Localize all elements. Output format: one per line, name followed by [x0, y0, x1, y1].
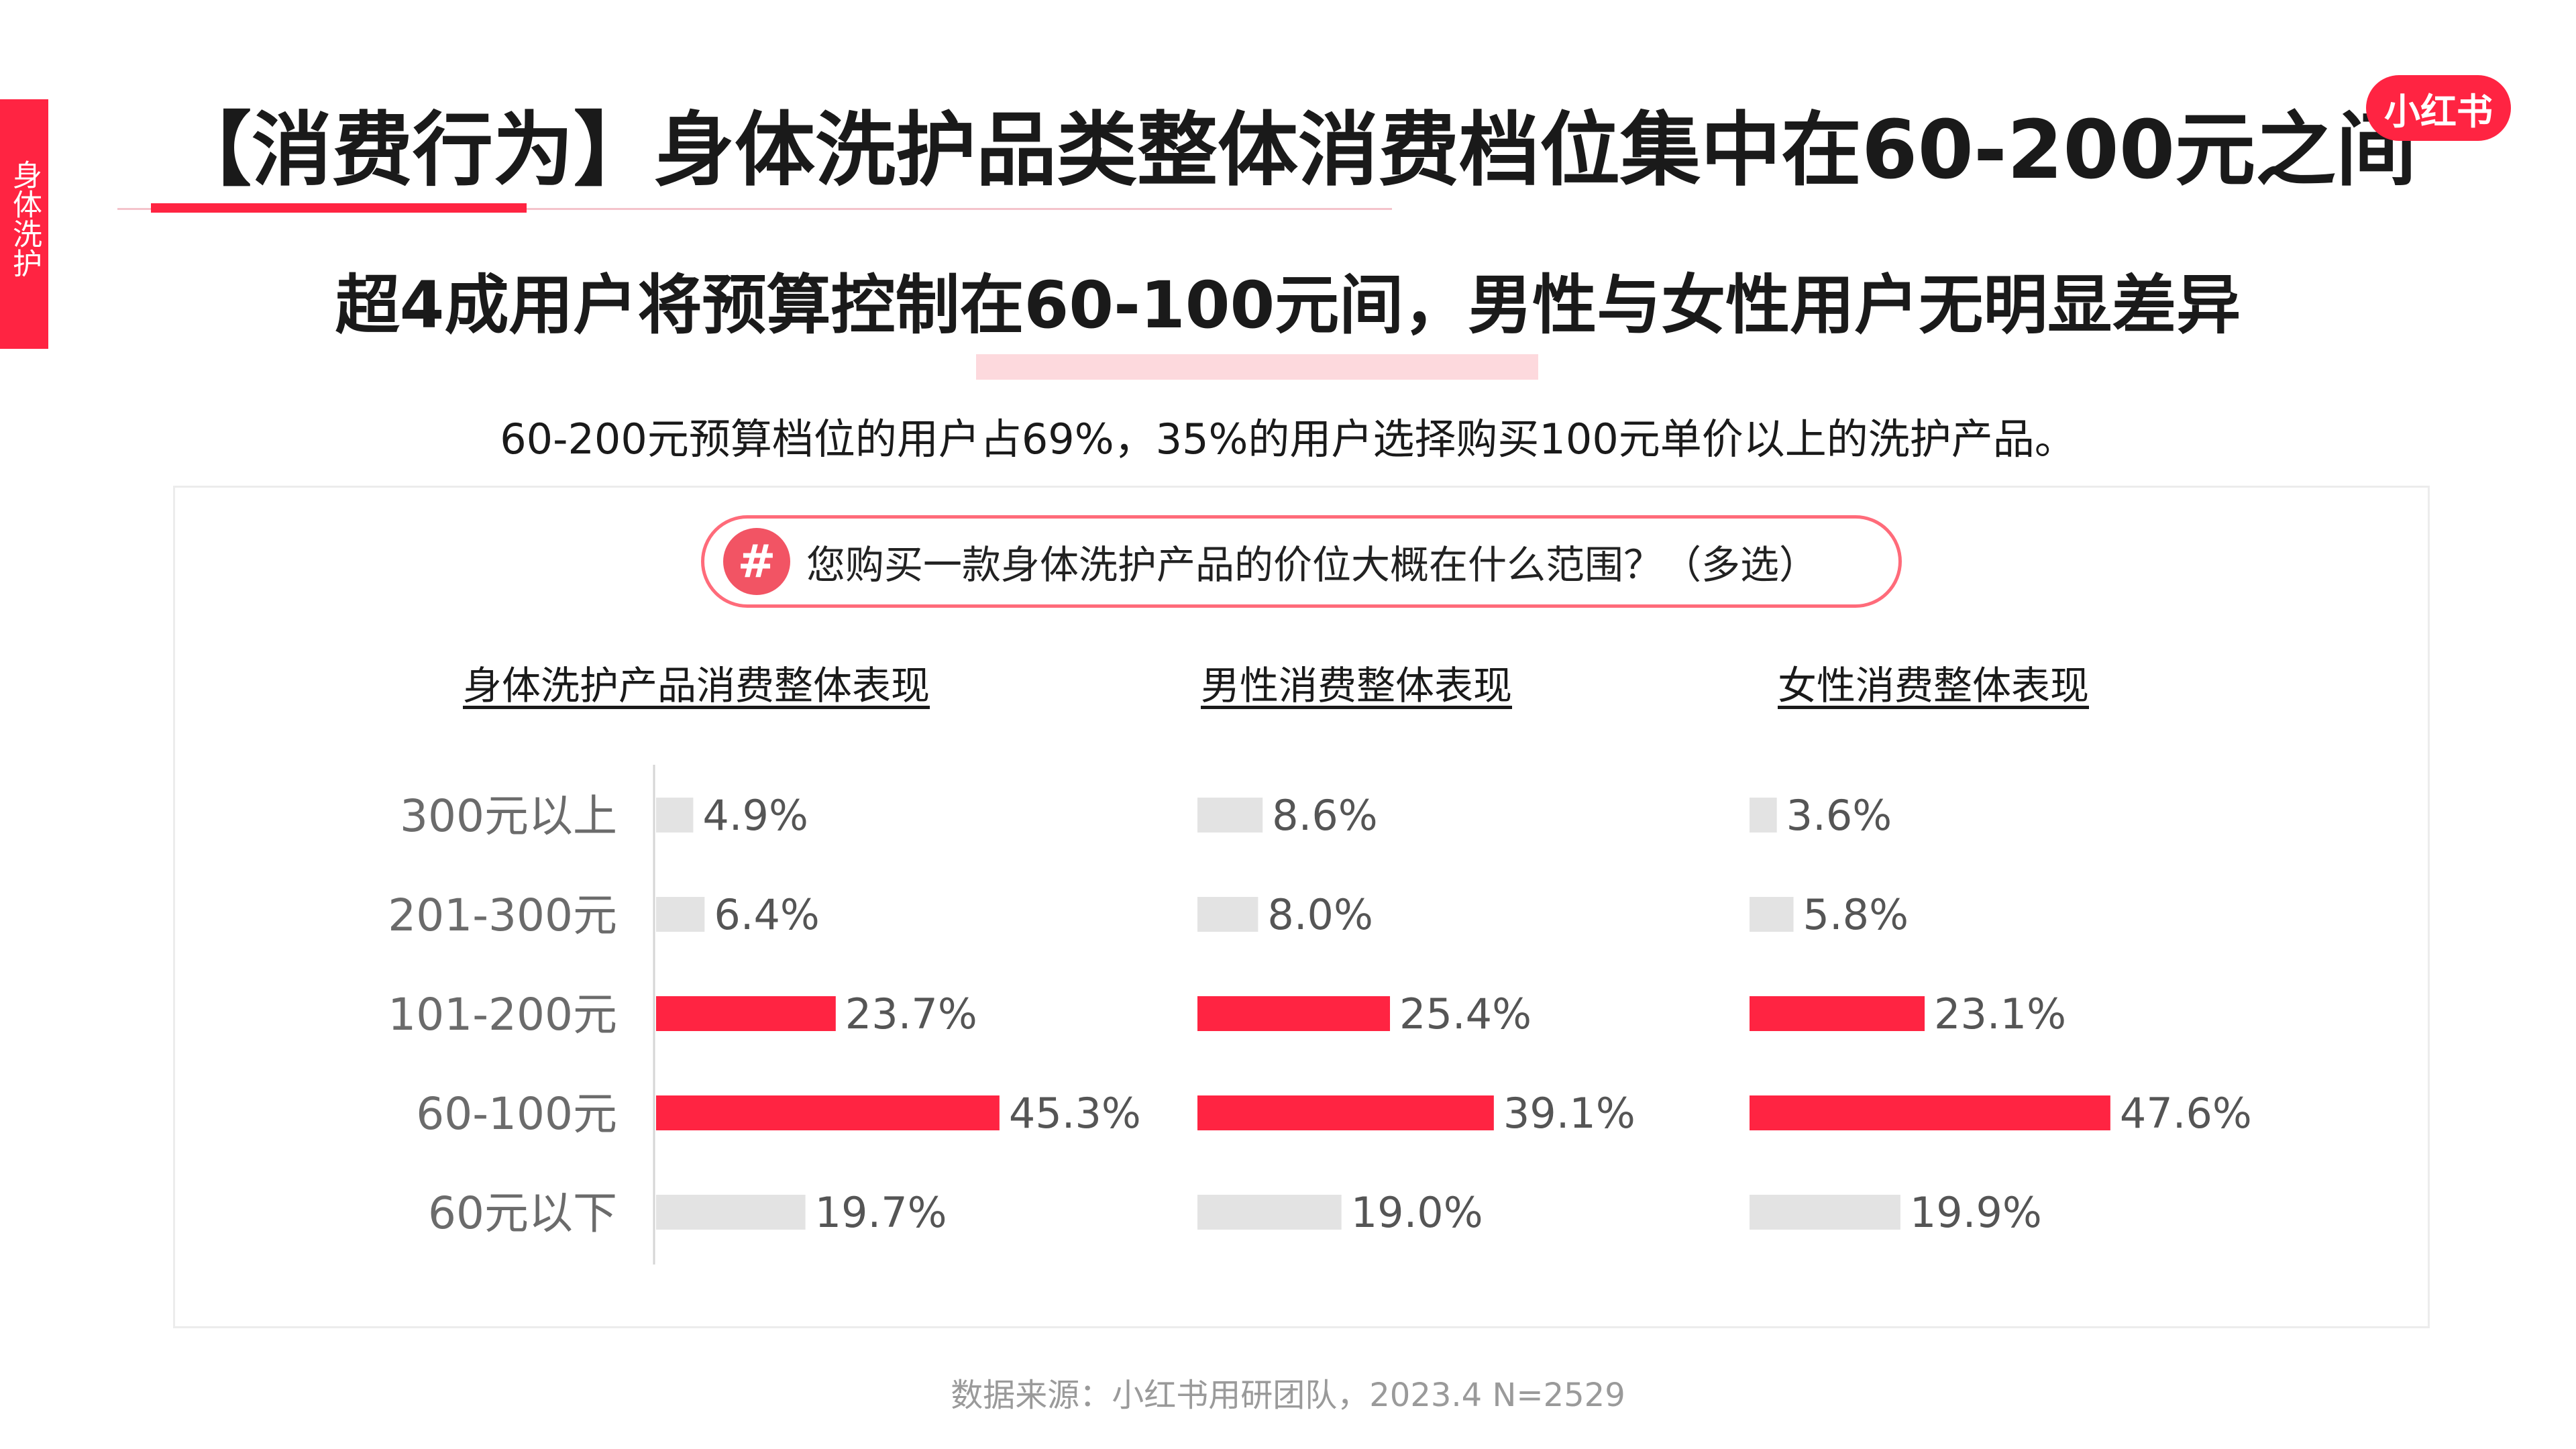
chart-panel [173, 486, 2430, 1328]
question-text: 您购买一款身体洗护产品的价位大概在什么范围？（多选） [806, 542, 1819, 588]
hash-icon: # [723, 528, 790, 595]
xiaohongshu-logo: 小红书 [2366, 75, 2511, 141]
data-label: 8.0% [1267, 890, 1373, 939]
bar [1750, 1195, 1900, 1230]
bar [1750, 897, 1794, 932]
data-label: 8.6% [1272, 791, 1378, 840]
data-label: 19.9% [1910, 1188, 2042, 1237]
subtitle-highlight [976, 354, 1538, 380]
data-label: 19.0% [1351, 1188, 1483, 1237]
panel-title-overall: 身体洗护产品消费整体表现 [463, 663, 930, 708]
bar [1197, 1095, 1494, 1130]
panel-title-female: 女性消费整体表现 [1778, 663, 2090, 708]
side-section-tab: 身体洗护 [0, 99, 48, 349]
survey-question: # 您购买一款身体洗护产品的价位大概在什么范围？（多选） [701, 515, 1902, 608]
title-divider [117, 208, 1392, 210]
bar [1197, 1195, 1342, 1230]
category-label: 201-300元 [388, 890, 617, 941]
category-label: 60-100元 [416, 1088, 617, 1140]
data-source-footer: 数据来源：小红书用研团队，2023.4 N=2529 [951, 1377, 1625, 1414]
data-label: 23.7% [845, 989, 977, 1038]
bar [1750, 996, 1925, 1031]
data-label: 23.1% [1934, 989, 2066, 1038]
category-label: 300元以上 [400, 790, 617, 842]
subtitle: 超4成用户将预算控制在60-100元间，男性与女性用户无明显差异 [335, 268, 2241, 343]
bar [656, 996, 836, 1031]
data-label: 3.6% [1786, 791, 1892, 840]
bar [656, 1095, 1000, 1130]
category-label: 101-200元 [388, 989, 617, 1040]
data-label: 4.9% [702, 791, 808, 840]
data-label: 47.6% [2120, 1089, 2252, 1138]
bar [1750, 1095, 2110, 1130]
bar [1197, 897, 1258, 932]
bar [656, 798, 694, 833]
bar [656, 897, 705, 932]
data-label: 19.7% [815, 1188, 947, 1237]
data-label: 6.4% [714, 890, 820, 939]
bar [656, 1195, 806, 1230]
bar [1197, 996, 1391, 1031]
title-accent-bar [151, 203, 527, 213]
side-tab-label: 身体洗护 [7, 160, 42, 278]
data-label: 45.3% [1009, 1089, 1141, 1138]
page-title: 【消费行为】身体洗护品类整体消费档位集中在60-200元之间 [171, 104, 2417, 197]
bar [1750, 798, 1777, 833]
data-label: 25.4% [1399, 989, 1532, 1038]
bar [1197, 798, 1263, 833]
panel-title-male: 男性消费整体表现 [1201, 663, 1513, 708]
data-label: 39.1% [1503, 1089, 1635, 1138]
category-label: 60元以下 [428, 1187, 617, 1239]
data-label: 5.8% [1803, 890, 1909, 939]
description: 60-200元预算档位的用户占69%，35%的用户选择购买100元单价以上的洗护… [500, 415, 2076, 464]
